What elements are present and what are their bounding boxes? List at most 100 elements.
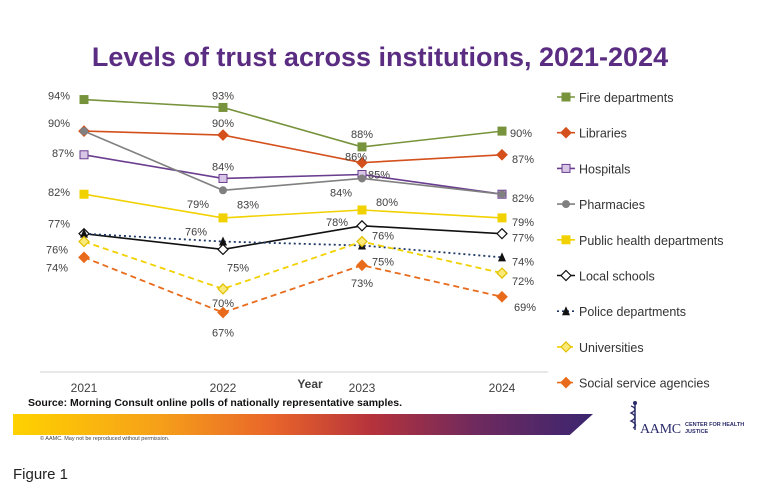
legend-marker (560, 376, 572, 389)
data-label: 94% (48, 91, 70, 103)
legend-label: Hospitals (579, 162, 630, 176)
data-point (497, 213, 507, 223)
legend-label: Fire departments (579, 91, 673, 105)
legend-label: Police departments (579, 305, 686, 319)
data-point (498, 190, 506, 199)
data-point (356, 259, 368, 272)
data-point (218, 213, 228, 223)
data-point (357, 205, 367, 215)
data-point (79, 189, 89, 199)
aamc-logo: AAMC CENTER FOR HEALTH JUSTICE (628, 400, 748, 445)
gradient-banner (13, 414, 593, 435)
data-point (497, 126, 507, 136)
legend-marker (562, 200, 570, 209)
legend-label: Pharmacies (579, 198, 645, 212)
data-label: 88% (351, 129, 373, 141)
data-point (358, 174, 366, 183)
series-line (83, 240, 503, 290)
data-label: 67% (212, 328, 234, 340)
data-label: 87% (512, 154, 534, 166)
data-point (80, 127, 88, 136)
data-label: 86% (345, 152, 367, 164)
copyright-note: © AAMC. May not be reproduced without pe… (40, 436, 170, 442)
data-point (78, 251, 90, 264)
legend-label: Public health departments (579, 234, 724, 248)
x-tick-label: 2024 (489, 381, 516, 395)
caduceus-icon (629, 401, 637, 430)
x-tick-label: 2021 (71, 381, 98, 395)
legend-marker (562, 306, 570, 316)
series-line (83, 224, 503, 251)
legend-label: Local schools (579, 270, 655, 284)
legend-marker (560, 269, 572, 282)
data-label: 90% (48, 118, 70, 130)
data-point (217, 283, 229, 295)
series-line (83, 153, 503, 196)
data-label: 77% (512, 233, 534, 245)
data-point (78, 235, 90, 248)
data-label: 76% (46, 245, 68, 257)
data-label: 83% (237, 199, 259, 211)
data-label: 80% (376, 197, 398, 209)
data-point (357, 142, 367, 152)
data-point (356, 156, 368, 169)
data-label: 84% (330, 187, 352, 199)
data-point (356, 219, 368, 232)
data-point (498, 252, 506, 262)
data-label: 74% (46, 262, 68, 274)
data-point (217, 129, 229, 141)
data-label: 70% (212, 298, 234, 310)
series-line (83, 98, 503, 148)
data-label: 75% (372, 257, 394, 269)
data-label: 79% (512, 217, 534, 229)
data-point (79, 150, 89, 160)
x-tick-label: 2022 (210, 381, 237, 395)
data-label: 73% (351, 278, 373, 290)
legend-label: Universities (579, 341, 644, 355)
data-label: 76% (372, 231, 394, 243)
data-label: 85% (368, 170, 390, 182)
data-point (219, 236, 227, 246)
data-label: 78% (326, 217, 348, 229)
legend-marker (561, 163, 571, 173)
logo-subtitle: CENTER FOR HEALTH JUSTICE (685, 422, 745, 435)
data-label: 90% (212, 118, 234, 130)
data-label: 90% (510, 128, 532, 140)
data-point (217, 306, 229, 319)
data-point (219, 186, 227, 195)
data-point (496, 148, 508, 161)
legend-label: Social service agencies (579, 377, 710, 391)
series-line (83, 256, 503, 314)
figure-caption: Figure 1 (13, 466, 69, 483)
legend-marker (561, 235, 571, 245)
data-label: 72% (512, 276, 534, 288)
legend-marker (560, 126, 572, 139)
data-point (218, 173, 228, 183)
data-point (218, 102, 228, 112)
data-point (496, 227, 508, 240)
data-label: 82% (512, 193, 534, 205)
data-label: 69% (514, 302, 536, 314)
legend-marker (561, 92, 571, 102)
series-line (83, 130, 503, 164)
data-point (217, 243, 229, 256)
data-point (79, 95, 89, 105)
source-note: Source: Morning Consult online polls of … (28, 397, 402, 409)
data-label: 77% (48, 219, 70, 231)
data-label: 76% (185, 227, 207, 239)
data-point (80, 228, 88, 238)
data-label: 84% (212, 161, 234, 173)
data-label: 93% (212, 90, 234, 102)
series-line (83, 193, 503, 219)
legend-marker (560, 341, 572, 353)
x-axis-label: Year (297, 377, 323, 391)
x-tick-label: 2023 (349, 381, 376, 395)
data-point (496, 290, 508, 303)
chart-title: Levels of trust across institutions, 202… (92, 42, 668, 72)
data-label: 79% (187, 199, 209, 211)
data-point (356, 235, 368, 248)
data-label: 75% (227, 262, 249, 274)
data-point (496, 267, 508, 279)
